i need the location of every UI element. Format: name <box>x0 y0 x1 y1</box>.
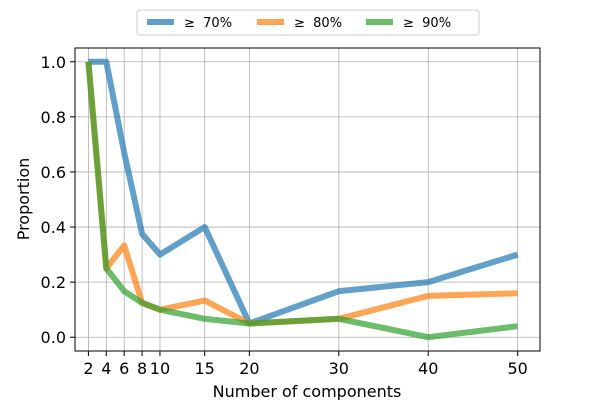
legend-label-2: ≥ 80% <box>294 16 342 31</box>
x-tick-label: 30 <box>329 359 349 378</box>
x-tick-label: 2 <box>83 359 93 378</box>
x-tick-label: 15 <box>194 359 214 378</box>
y-tick-label: 0.4 <box>41 218 66 237</box>
x-axis-label: Number of components <box>213 382 402 400</box>
legend: ≥ 70% ≥ 80% ≥ 90% <box>136 9 480 36</box>
grid-lines <box>75 48 540 351</box>
series-line-1 <box>88 58 519 327</box>
y-axis-ticks: 0.0 0.2 0.4 0.6 0.8 1.0 <box>41 53 75 347</box>
y-tick-label: 1.0 <box>41 53 66 72</box>
x-tick-label: 4 <box>101 359 111 378</box>
series-group <box>85 58 519 341</box>
x-tick-label: 50 <box>507 359 527 378</box>
x-tick-label: 6 <box>119 359 129 378</box>
y-tick-label: 0.8 <box>41 108 66 127</box>
plot-frame <box>74 47 541 352</box>
x-axis-ticks: 2 4 6 8 10 15 20 30 40 50 <box>83 351 528 378</box>
y-tick-label: 0.2 <box>41 273 66 292</box>
x-tick-label: 40 <box>418 359 438 378</box>
y-axis-label: Proportion <box>14 158 33 241</box>
x-tick-label: 10 <box>150 359 170 378</box>
y-tick-label: 0.6 <box>41 163 66 182</box>
legend-box <box>136 9 480 36</box>
legend-label-1: ≥ 70% <box>184 16 232 31</box>
y-tick-label: 0.0 <box>41 328 66 347</box>
series-line-2 <box>85 61 518 327</box>
series-line-3 <box>85 61 518 341</box>
legend-label-3: ≥ 90% <box>403 16 451 31</box>
x-tick-label: 8 <box>137 359 147 378</box>
x-tick-label: 20 <box>239 359 259 378</box>
